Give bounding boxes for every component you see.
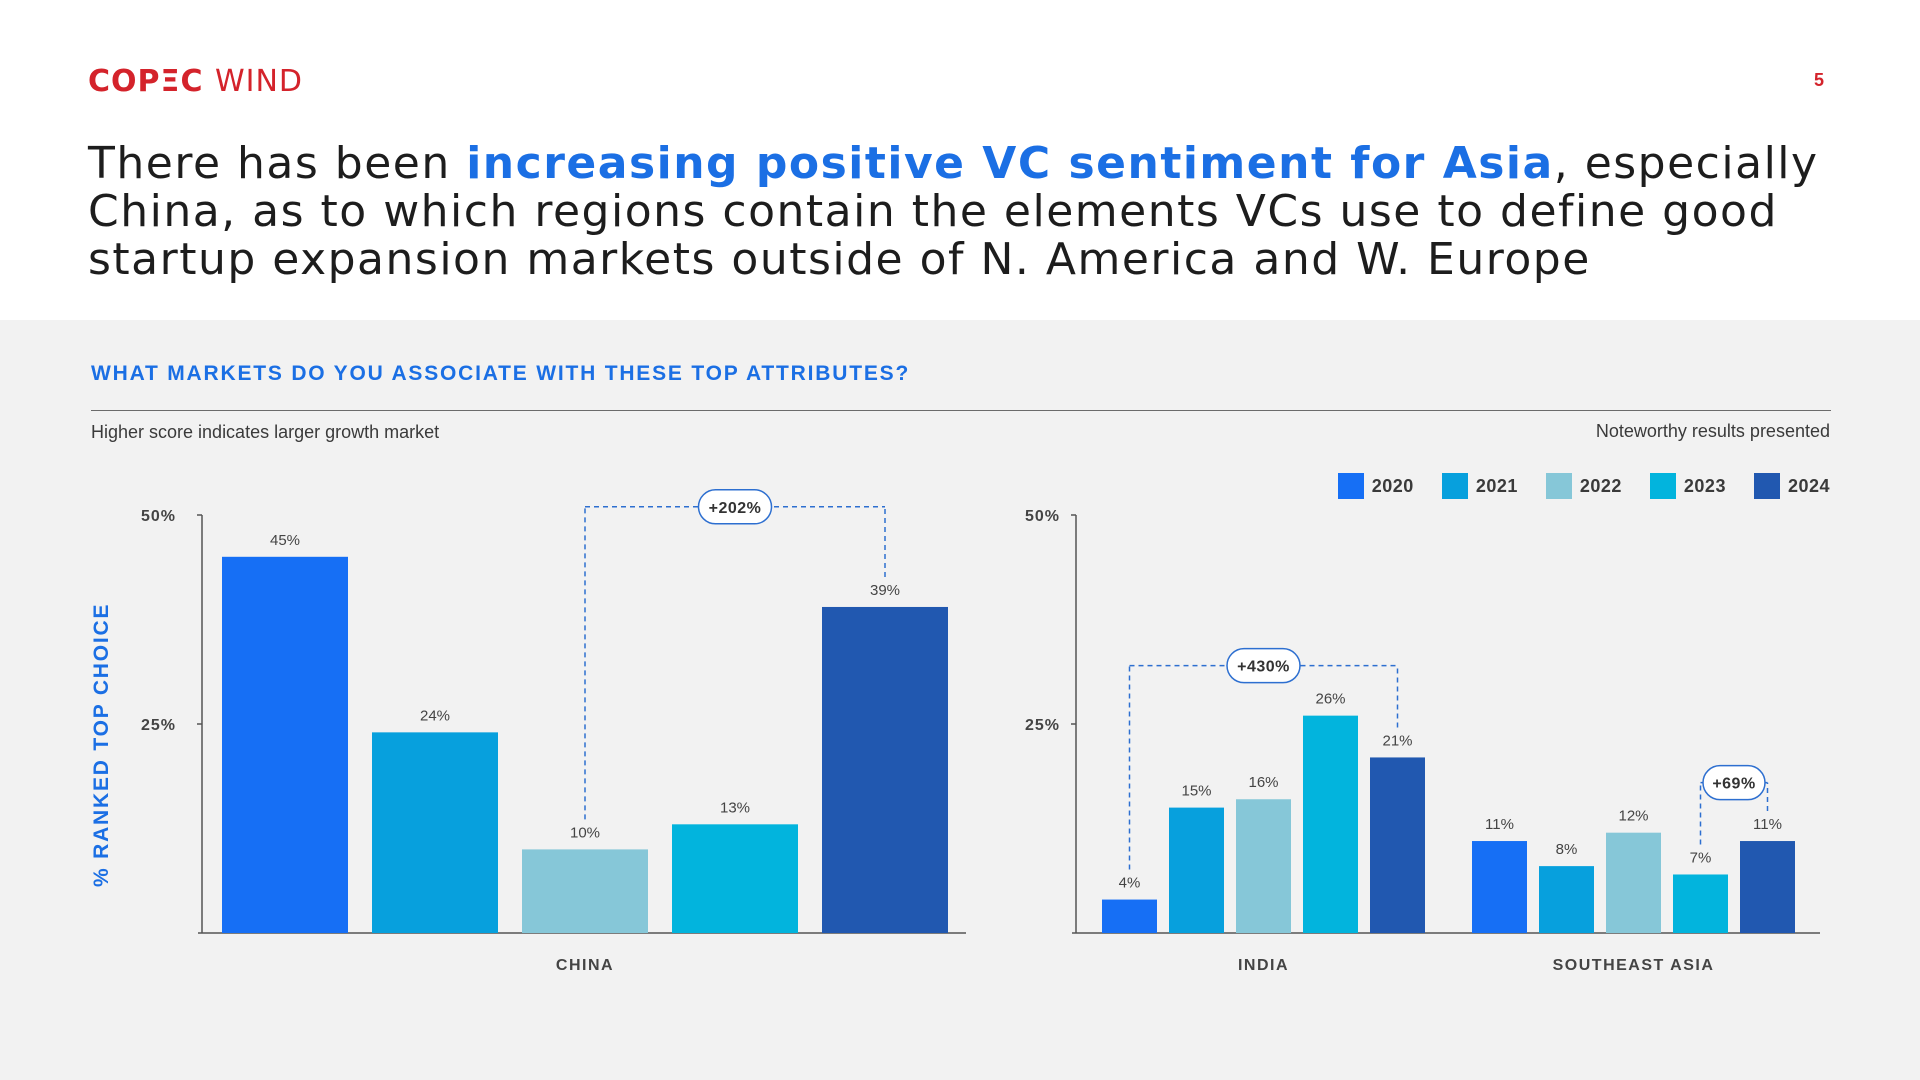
note-right: Noteworthy results presented: [1595, 421, 1830, 441]
data-label: 10%: [570, 824, 600, 841]
divider: [91, 410, 1831, 411]
title-text-end: , especially China, as to which regions …: [88, 138, 1819, 285]
bar: [1303, 715, 1358, 933]
data-label: 39%: [870, 582, 900, 599]
bar: [672, 824, 798, 933]
data-label: 13%: [720, 799, 750, 816]
bar: [822, 606, 948, 933]
bar: [1673, 874, 1728, 933]
callout-label: +430%: [1237, 659, 1290, 676]
chart-legend: 2020 2021 2022 2023 2024: [1310, 473, 1830, 499]
legend-swatch: [1753, 473, 1780, 499]
bar: [1370, 757, 1425, 933]
legend-swatch: [1337, 473, 1364, 499]
data-label: 24%: [420, 707, 450, 724]
logo-main: COPΞC: [88, 64, 204, 99]
logo-sub: WIND: [214, 64, 303, 99]
data-label: 4%: [1119, 875, 1141, 892]
legend-label: 2024: [1787, 475, 1830, 496]
legend-label: 2020: [1371, 475, 1414, 496]
data-label: 45%: [270, 532, 300, 549]
callout-pill: [1226, 647, 1301, 684]
y-tick-label: 50%: [1025, 508, 1060, 525]
legend-item-2021: 2021: [1441, 473, 1518, 499]
callout-pill: [697, 489, 773, 525]
bar: [1102, 899, 1157, 933]
bar: [1472, 841, 1527, 933]
legend-label: 2022: [1579, 475, 1622, 496]
y-tick-label: 50%: [141, 508, 176, 525]
data-label: 7%: [1690, 849, 1712, 866]
bar: [1740, 841, 1795, 933]
callout-pill: [1702, 764, 1766, 801]
data-label: 16%: [1248, 774, 1278, 791]
bar: [522, 849, 648, 933]
data-label: 26%: [1315, 691, 1345, 708]
bar: [372, 732, 498, 933]
legend-label: 2023: [1683, 475, 1726, 496]
bar: [1606, 832, 1661, 933]
callout-label: +69%: [1712, 776, 1755, 793]
legend-label: 2021: [1475, 475, 1518, 496]
legend-item-2023: 2023: [1649, 473, 1726, 499]
slide-title: There has been increasing positive VC se…: [88, 140, 1848, 284]
data-label: 15%: [1181, 783, 1211, 800]
y-tick-label: 25%: [141, 717, 176, 734]
bar: [222, 556, 348, 933]
data-label: 12%: [1618, 808, 1648, 825]
category-label: INDIA: [1238, 957, 1289, 974]
legend-swatch: [1649, 473, 1676, 499]
legend-swatch: [1441, 473, 1468, 499]
bar: [1236, 799, 1291, 933]
bar: [1539, 866, 1594, 933]
title-highlight: increasing positive VC sentiment for Asi…: [466, 138, 1554, 189]
data-label: 11%: [1753, 816, 1782, 833]
chart-question: WHAT MARKETS DO YOU ASSOCIATE WITH THESE…: [91, 362, 911, 385]
legend-item-2024: 2024: [1753, 473, 1830, 499]
title-text-start: There has been: [88, 138, 467, 189]
data-label: 8%: [1556, 841, 1578, 858]
note-left: Higher score indicates larger growth mar…: [91, 422, 440, 442]
legend-item-2022: 2022: [1545, 473, 1622, 499]
data-label: 11%: [1485, 816, 1514, 833]
callout-label: +202%: [709, 500, 762, 517]
brand-logo: COPΞC WIND: [88, 64, 303, 99]
legend-swatch: [1545, 473, 1572, 499]
bar: [1169, 807, 1224, 933]
category-label: CHINA: [556, 957, 614, 974]
y-tick-label: 25%: [1025, 717, 1060, 734]
legend-item-2020: 2020: [1337, 473, 1414, 499]
data-label: 21%: [1382, 732, 1412, 749]
category-label: SOUTHEAST ASIA: [1553, 957, 1715, 974]
page-number: 5: [1813, 70, 1824, 90]
